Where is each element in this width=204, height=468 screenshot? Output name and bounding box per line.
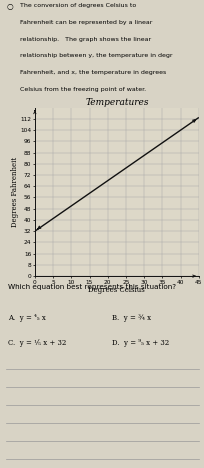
Y-axis label: Degrees Fahrenheit: Degrees Fahrenheit <box>11 157 19 227</box>
Text: C.  y = ⅕ x + 32: C. y = ⅕ x + 32 <box>8 339 66 347</box>
Text: The conversion of degrees Celsius to: The conversion of degrees Celsius to <box>20 3 136 8</box>
Text: A.  y = ⁴₅ x: A. y = ⁴₅ x <box>8 314 46 322</box>
Text: Fahrenheit can be represented by a linear: Fahrenheit can be represented by a linea… <box>20 20 152 25</box>
Text: relationship between y, the temperature in degr: relationship between y, the temperature … <box>20 53 172 58</box>
X-axis label: Degrees Celsius: Degrees Celsius <box>88 286 144 294</box>
Text: Fahrenheit, and x, the temperature in degrees: Fahrenheit, and x, the temperature in de… <box>20 70 166 75</box>
Text: relationship.   The graph shows the linear: relationship. The graph shows the linear <box>20 37 151 42</box>
Title: Temperatures: Temperatures <box>85 98 148 107</box>
Text: B.  y = ¾ x: B. y = ¾ x <box>112 314 151 322</box>
Text: ○: ○ <box>6 2 13 11</box>
Text: Which equation best represents this situation?: Which equation best represents this situ… <box>8 284 175 290</box>
Text: Celsius from the freezing point of water.: Celsius from the freezing point of water… <box>20 87 146 92</box>
Text: D.  y = ⁹₅ x + 32: D. y = ⁹₅ x + 32 <box>112 339 169 347</box>
